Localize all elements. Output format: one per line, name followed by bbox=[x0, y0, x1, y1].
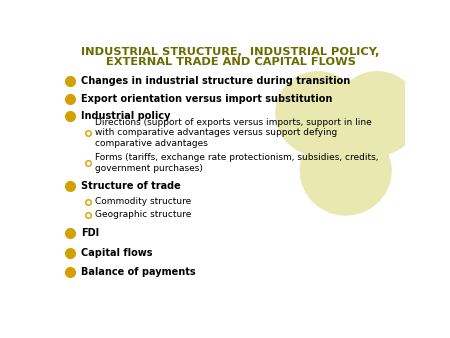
Text: EXTERNAL TRADE AND CAPITAL FLOWS: EXTERNAL TRADE AND CAPITAL FLOWS bbox=[106, 57, 356, 68]
Text: Directions (support of exports versus imports, support in line
with comparative : Directions (support of exports versus im… bbox=[95, 118, 372, 148]
Text: Geographic structure: Geographic structure bbox=[95, 211, 192, 219]
Text: FDI: FDI bbox=[81, 228, 99, 238]
Ellipse shape bbox=[301, 126, 391, 215]
Text: Capital flows: Capital flows bbox=[81, 248, 153, 258]
Ellipse shape bbox=[335, 72, 419, 155]
Text: Export orientation versus import substitution: Export orientation versus import substit… bbox=[81, 94, 333, 104]
Text: Structure of trade: Structure of trade bbox=[81, 181, 181, 191]
Text: Forms (tariffs, exchange rate protectionism, subsidies, credits,
government purc: Forms (tariffs, exchange rate protection… bbox=[95, 153, 379, 173]
Text: Industrial policy: Industrial policy bbox=[81, 111, 171, 121]
Ellipse shape bbox=[276, 72, 360, 155]
Text: Balance of payments: Balance of payments bbox=[81, 267, 196, 277]
Text: Changes in industrial structure during transition: Changes in industrial structure during t… bbox=[81, 76, 351, 86]
Text: Commodity structure: Commodity structure bbox=[95, 197, 192, 207]
Text: INDUSTRIAL STRUCTURE,  INDUSTRIAL POLICY,: INDUSTRIAL STRUCTURE, INDUSTRIAL POLICY, bbox=[81, 47, 380, 57]
